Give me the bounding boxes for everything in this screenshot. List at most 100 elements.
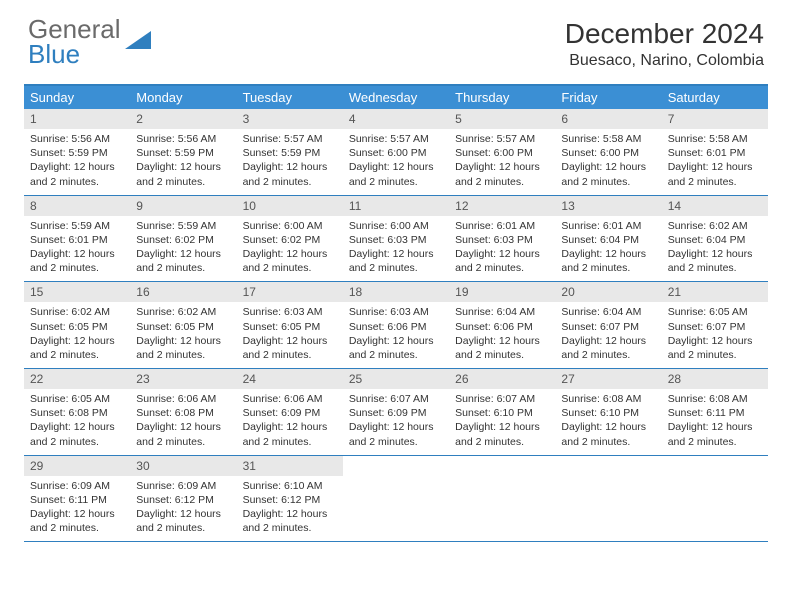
month-title: December 2024: [565, 18, 764, 50]
day-cell: 1Sunrise: 5:56 AMSunset: 5:59 PMDaylight…: [24, 109, 130, 195]
day-cell: 24Sunrise: 6:06 AMSunset: 6:09 PMDayligh…: [237, 369, 343, 455]
day-number: 24: [237, 369, 343, 389]
day-cell: 13Sunrise: 6:01 AMSunset: 6:04 PMDayligh…: [555, 196, 661, 282]
day-number: 1: [24, 109, 130, 129]
day-cell: 14Sunrise: 6:02 AMSunset: 6:04 PMDayligh…: [662, 196, 768, 282]
week-row: 29Sunrise: 6:09 AMSunset: 6:11 PMDayligh…: [24, 456, 768, 543]
day-number: 22: [24, 369, 130, 389]
day-cell: 7Sunrise: 5:58 AMSunset: 6:01 PMDaylight…: [662, 109, 768, 195]
day-info: Sunrise: 6:07 AMSunset: 6:09 PMDaylight:…: [343, 389, 449, 449]
day-info: Sunrise: 6:10 AMSunset: 6:12 PMDaylight:…: [237, 476, 343, 536]
header: General Blue December 2024 Buesaco, Nari…: [0, 0, 792, 78]
day-cell: 25Sunrise: 6:07 AMSunset: 6:09 PMDayligh…: [343, 369, 449, 455]
day-cell: 30Sunrise: 6:09 AMSunset: 6:12 PMDayligh…: [130, 456, 236, 542]
day-info: Sunrise: 6:02 AMSunset: 6:04 PMDaylight:…: [662, 216, 768, 276]
week-row: 15Sunrise: 6:02 AMSunset: 6:05 PMDayligh…: [24, 282, 768, 369]
day-cell: [662, 456, 768, 542]
day-info: Sunrise: 6:06 AMSunset: 6:09 PMDaylight:…: [237, 389, 343, 449]
day-cell: 11Sunrise: 6:00 AMSunset: 6:03 PMDayligh…: [343, 196, 449, 282]
day-cell: 20Sunrise: 6:04 AMSunset: 6:07 PMDayligh…: [555, 282, 661, 368]
day-number: 9: [130, 196, 236, 216]
day-number: 16: [130, 282, 236, 302]
day-info: Sunrise: 6:07 AMSunset: 6:10 PMDaylight:…: [449, 389, 555, 449]
weekday-header: Tuesday: [237, 86, 343, 109]
day-number: 12: [449, 196, 555, 216]
day-number: 5: [449, 109, 555, 129]
day-info: Sunrise: 5:58 AMSunset: 6:01 PMDaylight:…: [662, 129, 768, 189]
weekday-header: Thursday: [449, 86, 555, 109]
weekday-header: Sunday: [24, 86, 130, 109]
calendar: SundayMondayTuesdayWednesdayThursdayFrid…: [24, 84, 768, 542]
day-info: Sunrise: 6:03 AMSunset: 6:05 PMDaylight:…: [237, 302, 343, 362]
day-number: 6: [555, 109, 661, 129]
day-number: 3: [237, 109, 343, 129]
day-cell: 21Sunrise: 6:05 AMSunset: 6:07 PMDayligh…: [662, 282, 768, 368]
day-info: Sunrise: 6:05 AMSunset: 6:08 PMDaylight:…: [24, 389, 130, 449]
day-number: 15: [24, 282, 130, 302]
day-cell: 28Sunrise: 6:08 AMSunset: 6:11 PMDayligh…: [662, 369, 768, 455]
weekday-header: Wednesday: [343, 86, 449, 109]
day-cell: 9Sunrise: 5:59 AMSunset: 6:02 PMDaylight…: [130, 196, 236, 282]
day-info: Sunrise: 6:01 AMSunset: 6:04 PMDaylight:…: [555, 216, 661, 276]
day-number: 19: [449, 282, 555, 302]
day-cell: [555, 456, 661, 542]
day-number: 8: [24, 196, 130, 216]
weeks-container: 1Sunrise: 5:56 AMSunset: 5:59 PMDaylight…: [24, 109, 768, 542]
weekday-header: Monday: [130, 86, 236, 109]
day-cell: 3Sunrise: 5:57 AMSunset: 5:59 PMDaylight…: [237, 109, 343, 195]
day-number: 18: [343, 282, 449, 302]
day-cell: 22Sunrise: 6:05 AMSunset: 6:08 PMDayligh…: [24, 369, 130, 455]
day-info: Sunrise: 6:02 AMSunset: 6:05 PMDaylight:…: [24, 302, 130, 362]
day-number: 30: [130, 456, 236, 476]
day-info: Sunrise: 6:06 AMSunset: 6:08 PMDaylight:…: [130, 389, 236, 449]
weekday-header: Friday: [555, 86, 661, 109]
day-number: 28: [662, 369, 768, 389]
day-number: 20: [555, 282, 661, 302]
day-info: Sunrise: 5:56 AMSunset: 5:59 PMDaylight:…: [24, 129, 130, 189]
day-number: 7: [662, 109, 768, 129]
day-info: Sunrise: 6:04 AMSunset: 6:07 PMDaylight:…: [555, 302, 661, 362]
location: Buesaco, Narino, Colombia: [565, 52, 764, 70]
day-info: Sunrise: 6:00 AMSunset: 6:03 PMDaylight:…: [343, 216, 449, 276]
day-info: Sunrise: 6:04 AMSunset: 6:06 PMDaylight:…: [449, 302, 555, 362]
day-cell: 16Sunrise: 6:02 AMSunset: 6:05 PMDayligh…: [130, 282, 236, 368]
day-cell: 19Sunrise: 6:04 AMSunset: 6:06 PMDayligh…: [449, 282, 555, 368]
day-cell: 6Sunrise: 5:58 AMSunset: 6:00 PMDaylight…: [555, 109, 661, 195]
logo: General Blue: [28, 18, 153, 68]
day-cell: 8Sunrise: 5:59 AMSunset: 6:01 PMDaylight…: [24, 196, 130, 282]
week-row: 22Sunrise: 6:05 AMSunset: 6:08 PMDayligh…: [24, 369, 768, 456]
day-info: Sunrise: 6:09 AMSunset: 6:12 PMDaylight:…: [130, 476, 236, 536]
week-row: 1Sunrise: 5:56 AMSunset: 5:59 PMDaylight…: [24, 109, 768, 196]
day-cell: 4Sunrise: 5:57 AMSunset: 6:00 PMDaylight…: [343, 109, 449, 195]
day-number: 25: [343, 369, 449, 389]
day-info: Sunrise: 6:05 AMSunset: 6:07 PMDaylight:…: [662, 302, 768, 362]
day-number: 11: [343, 196, 449, 216]
day-info: Sunrise: 6:02 AMSunset: 6:05 PMDaylight:…: [130, 302, 236, 362]
day-number: 4: [343, 109, 449, 129]
day-number: 23: [130, 369, 236, 389]
day-info: Sunrise: 5:57 AMSunset: 6:00 PMDaylight:…: [343, 129, 449, 189]
day-cell: 17Sunrise: 6:03 AMSunset: 6:05 PMDayligh…: [237, 282, 343, 368]
day-number: 21: [662, 282, 768, 302]
day-number: 31: [237, 456, 343, 476]
day-info: Sunrise: 5:59 AMSunset: 6:01 PMDaylight:…: [24, 216, 130, 276]
day-cell: [343, 456, 449, 542]
day-cell: [449, 456, 555, 542]
day-number: 17: [237, 282, 343, 302]
day-cell: 2Sunrise: 5:56 AMSunset: 5:59 PMDaylight…: [130, 109, 236, 195]
day-number: 26: [449, 369, 555, 389]
day-info: Sunrise: 6:08 AMSunset: 6:10 PMDaylight:…: [555, 389, 661, 449]
day-cell: 27Sunrise: 6:08 AMSunset: 6:10 PMDayligh…: [555, 369, 661, 455]
day-number: 29: [24, 456, 130, 476]
day-cell: 29Sunrise: 6:09 AMSunset: 6:11 PMDayligh…: [24, 456, 130, 542]
day-info: Sunrise: 5:57 AMSunset: 5:59 PMDaylight:…: [237, 129, 343, 189]
weekday-header-row: SundayMondayTuesdayWednesdayThursdayFrid…: [24, 86, 768, 109]
day-info: Sunrise: 6:08 AMSunset: 6:11 PMDaylight:…: [662, 389, 768, 449]
title-block: December 2024 Buesaco, Narino, Colombia: [565, 18, 764, 70]
day-number: 13: [555, 196, 661, 216]
day-cell: 12Sunrise: 6:01 AMSunset: 6:03 PMDayligh…: [449, 196, 555, 282]
week-row: 8Sunrise: 5:59 AMSunset: 6:01 PMDaylight…: [24, 196, 768, 283]
weekday-header: Saturday: [662, 86, 768, 109]
day-info: Sunrise: 5:56 AMSunset: 5:59 PMDaylight:…: [130, 129, 236, 189]
day-cell: 5Sunrise: 5:57 AMSunset: 6:00 PMDaylight…: [449, 109, 555, 195]
